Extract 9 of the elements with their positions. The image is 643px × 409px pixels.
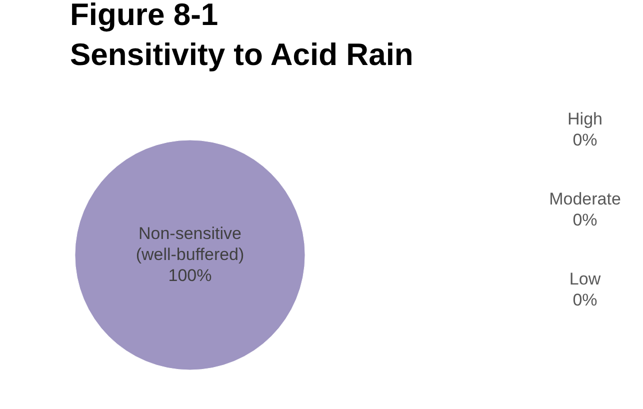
text: 0% [572,290,598,310]
category-label: Moderate [549,190,621,208]
chart-title: Figure 8-1 Sensitivity to Acid Rain [70,0,414,72]
data-label: 100% [168,266,212,285]
text: 0% [572,210,598,230]
category-label: High [568,110,602,128]
slice-label: Non-sensitive (well-buffered) [136,224,244,264]
text: 0% [572,130,598,150]
category-label: Low [569,270,601,288]
